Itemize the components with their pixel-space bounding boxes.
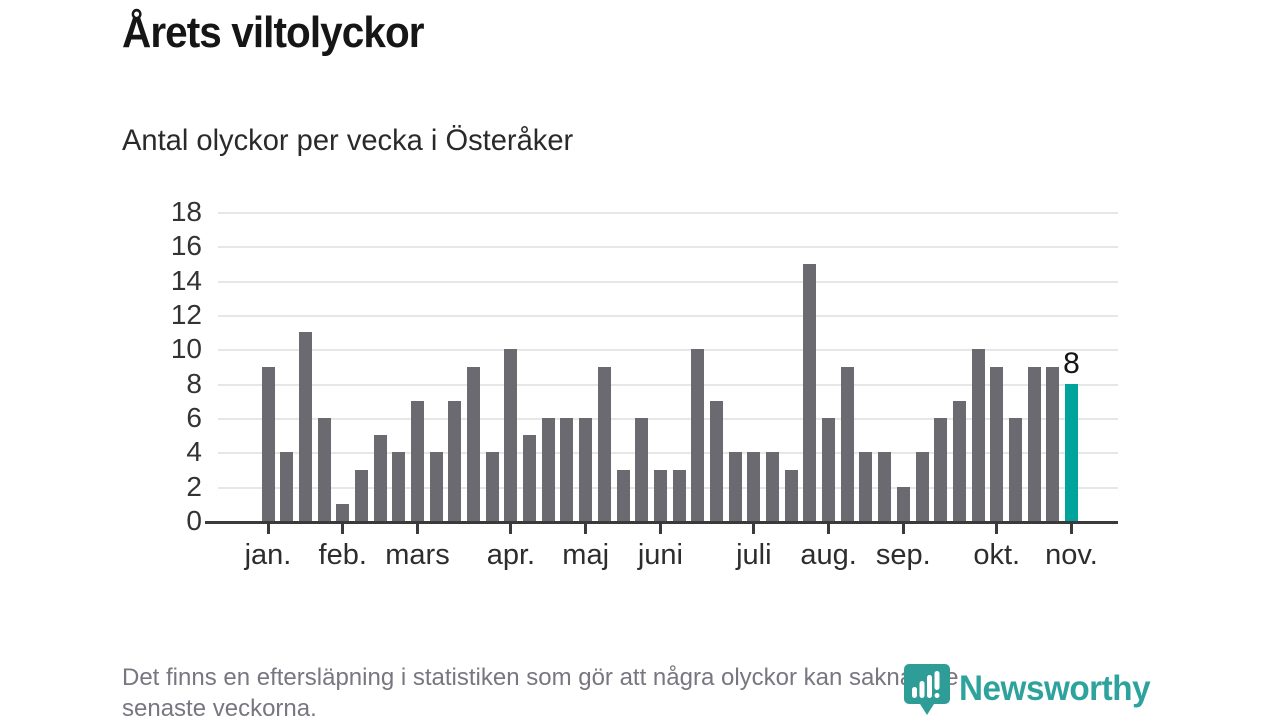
bar [1008, 418, 1022, 521]
bar [429, 452, 443, 521]
bar [878, 452, 892, 521]
gridline [218, 383, 1118, 386]
x-tick-label: juni [637, 539, 683, 571]
bar [336, 503, 350, 521]
x-tick-label: nov. [1045, 539, 1098, 571]
bar [990, 366, 1004, 521]
bar [653, 469, 667, 521]
x-tick-label: feb. [318, 539, 367, 571]
y-tick-label: 2 [186, 470, 202, 502]
x-tick-label: apr. [486, 539, 536, 571]
x-tick-label: aug. [800, 539, 857, 571]
axis-tick [752, 524, 756, 534]
bar [784, 469, 798, 521]
newsworthy-badge-icon [904, 664, 950, 715]
chart-title: Årets viltolyckor [122, 8, 425, 57]
gridline [218, 212, 1118, 214]
bar [597, 366, 611, 521]
gridline [218, 315, 1118, 317]
bar [971, 349, 985, 521]
bar [504, 349, 518, 521]
y-tick-label: 16 [170, 230, 202, 262]
bar [709, 400, 723, 521]
bar [579, 418, 593, 521]
bar [766, 452, 780, 521]
bar [317, 418, 331, 521]
gridline [218, 246, 1118, 249]
bar [298, 332, 312, 521]
bar [896, 486, 910, 521]
bar [541, 418, 555, 521]
y-tick-label: 8 [186, 367, 202, 399]
y-tick-label: 14 [170, 264, 202, 296]
axis-tick [827, 524, 831, 534]
bar [392, 452, 406, 521]
bar [354, 469, 368, 521]
axis-tick [658, 524, 662, 534]
footnote-line: senaste veckorna. [122, 695, 317, 720]
axis-tick [341, 524, 345, 534]
gridline [218, 280, 1118, 283]
bar-value-label: 8 [1063, 346, 1080, 380]
bar [467, 366, 481, 521]
bar [840, 366, 854, 521]
newsworthy-logo-text: Newsworthy [959, 669, 1151, 708]
bar [635, 418, 649, 521]
bar [859, 452, 873, 521]
gridline [218, 452, 1118, 455]
x-tick-label: jan. [244, 539, 292, 571]
y-tick-label: 6 [186, 402, 202, 433]
bar [1027, 366, 1041, 521]
bar [485, 452, 499, 521]
gridline [218, 349, 1118, 352]
bar [672, 469, 686, 521]
bar [691, 349, 705, 521]
y-axis: 0 2 4 6 8 10 12 14 16 18 [100, 197, 202, 553]
axis-tick [509, 524, 513, 534]
chart-subtitle: Antal olyckor per vecka i Österåker [122, 124, 574, 157]
bar-chart-plot: jan. feb. mars apr. maj juni juli aug. sep. okt. n… [205, 212, 1118, 571]
axis-tick [901, 524, 905, 534]
bar [1046, 366, 1060, 521]
x-tick-label: maj [562, 539, 610, 571]
gridline [218, 486, 1118, 489]
bar [560, 418, 574, 521]
bar [822, 418, 836, 521]
axis-tick [415, 524, 419, 534]
y-tick-label: 10 [170, 333, 202, 365]
axis-tick [584, 524, 588, 534]
y-tick-label: 12 [170, 299, 202, 330]
bar [728, 452, 742, 521]
footnote-line: Det finns en eftersläpning i statistiken… [122, 664, 959, 691]
axis-tick [266, 524, 270, 534]
bar [410, 400, 424, 521]
x-tick-label: mars [385, 539, 450, 571]
bar [915, 452, 929, 521]
x-axis-line [205, 521, 1118, 524]
bar [1065, 383, 1078, 521]
newsworthy-logo: Newsworthy [903, 663, 1160, 717]
bar [934, 418, 948, 521]
y-tick-label: 18 [170, 196, 202, 227]
gridline [218, 418, 1118, 420]
bar [523, 435, 537, 521]
axis-tick [1070, 524, 1073, 534]
y-tick-label: 0 [186, 505, 202, 536]
bar [373, 435, 387, 521]
bar [280, 452, 294, 521]
x-tick-label: sep. [875, 539, 931, 571]
footnote: Det finns en eftersläpning i statistiken… [122, 662, 1182, 720]
bar [803, 263, 817, 521]
bar [952, 400, 966, 521]
bar [448, 400, 462, 521]
bar [261, 366, 275, 521]
bar [616, 469, 630, 521]
axis-tick [995, 524, 999, 534]
bar [747, 452, 761, 521]
x-tick-label: juli [736, 539, 772, 571]
y-tick-label: 4 [186, 436, 202, 468]
x-tick-label: okt. [973, 539, 1021, 571]
